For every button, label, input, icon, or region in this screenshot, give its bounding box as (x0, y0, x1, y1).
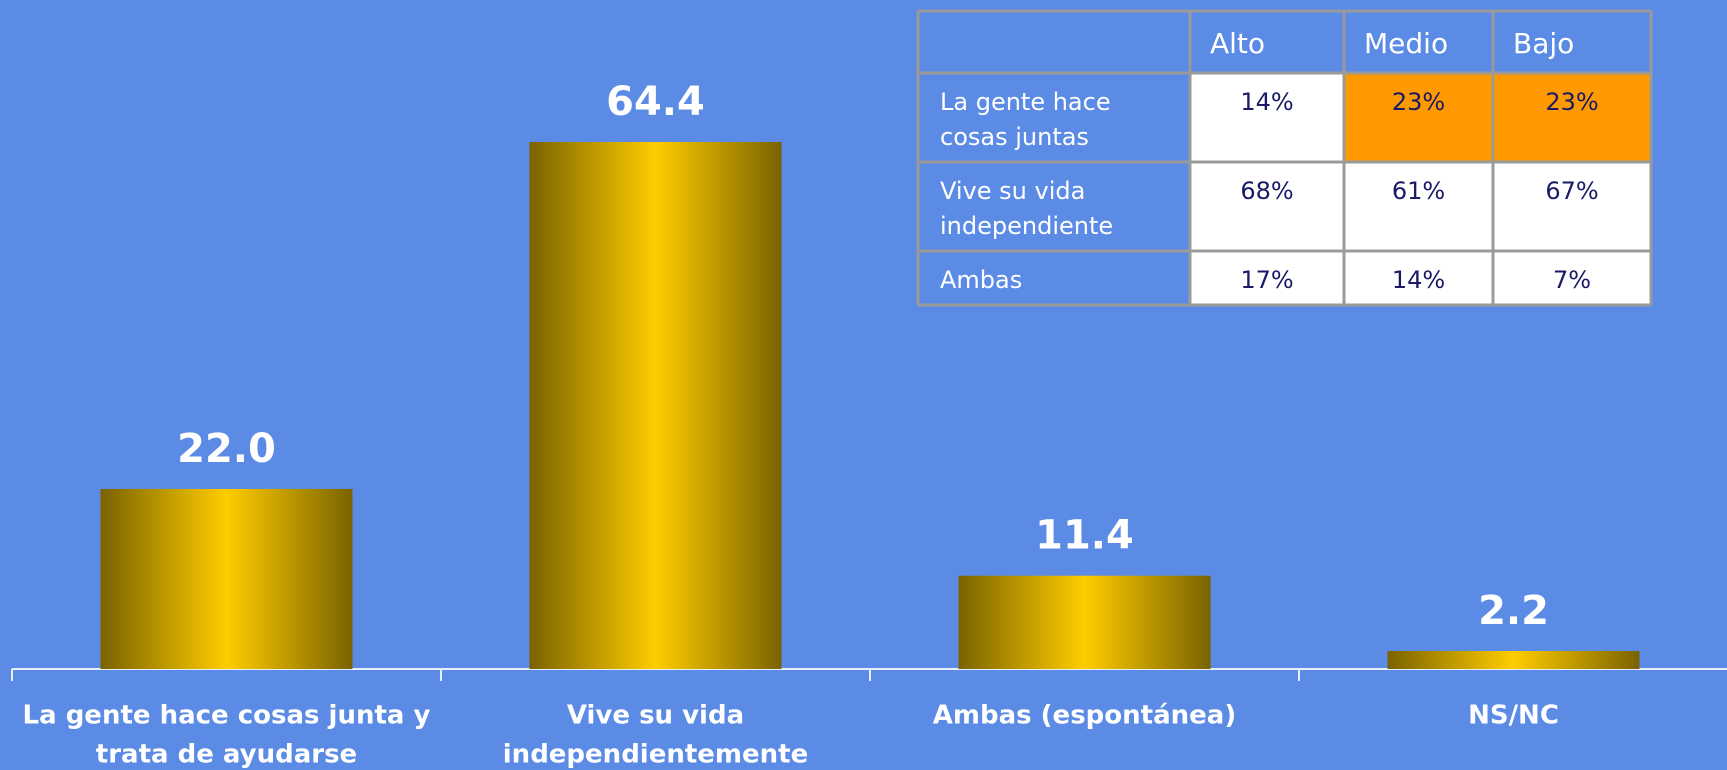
table-value: 14% (1392, 266, 1445, 294)
table-header: Medio (1364, 27, 1448, 60)
table-header: Bajo (1513, 27, 1574, 60)
x-tick-label: NS/NC (1468, 701, 1559, 731)
value-label: 22.0 (177, 426, 276, 472)
row-label: cosas juntas (940, 123, 1089, 151)
table-cell (1190, 251, 1344, 305)
row-label: Vive su vida (940, 177, 1085, 205)
bar (1387, 650, 1640, 669)
table-value: 68% (1240, 177, 1293, 205)
table-cell (1344, 251, 1493, 305)
row-label: La gente hace (940, 88, 1111, 116)
table-value: 61% (1392, 177, 1445, 205)
table-value: 67% (1545, 177, 1598, 205)
table-cell (1493, 162, 1651, 251)
value-label: 11.4 (1035, 513, 1134, 559)
value-label: 64.4 (606, 79, 705, 125)
x-tick-label: independientemente (503, 740, 808, 770)
bar (958, 575, 1211, 669)
table-value: 23% (1392, 88, 1445, 116)
bar (100, 488, 353, 669)
table-value: 7% (1553, 266, 1591, 294)
row-label: Ambas (940, 266, 1022, 294)
row-label: independiente (940, 212, 1113, 240)
table-cell (1190, 73, 1344, 162)
x-tick-label: trata de ayudarse (96, 740, 357, 770)
bar (529, 142, 782, 669)
table-cell (1493, 73, 1651, 162)
table-header: Alto (1210, 27, 1265, 60)
table-cell (1344, 73, 1493, 162)
table-cell (1493, 251, 1651, 305)
value-label: 2.2 (1478, 588, 1549, 634)
x-tick-label: Vive su vida (567, 701, 744, 731)
table-value: 23% (1545, 88, 1598, 116)
table-cell (1190, 162, 1344, 251)
x-tick-label: Ambas (espontánea) (933, 701, 1236, 731)
x-tick-label: La gente hace cosas junta y (23, 701, 431, 731)
table-cell (1344, 162, 1493, 251)
table-value: 14% (1240, 88, 1293, 116)
table-value: 17% (1240, 266, 1293, 294)
